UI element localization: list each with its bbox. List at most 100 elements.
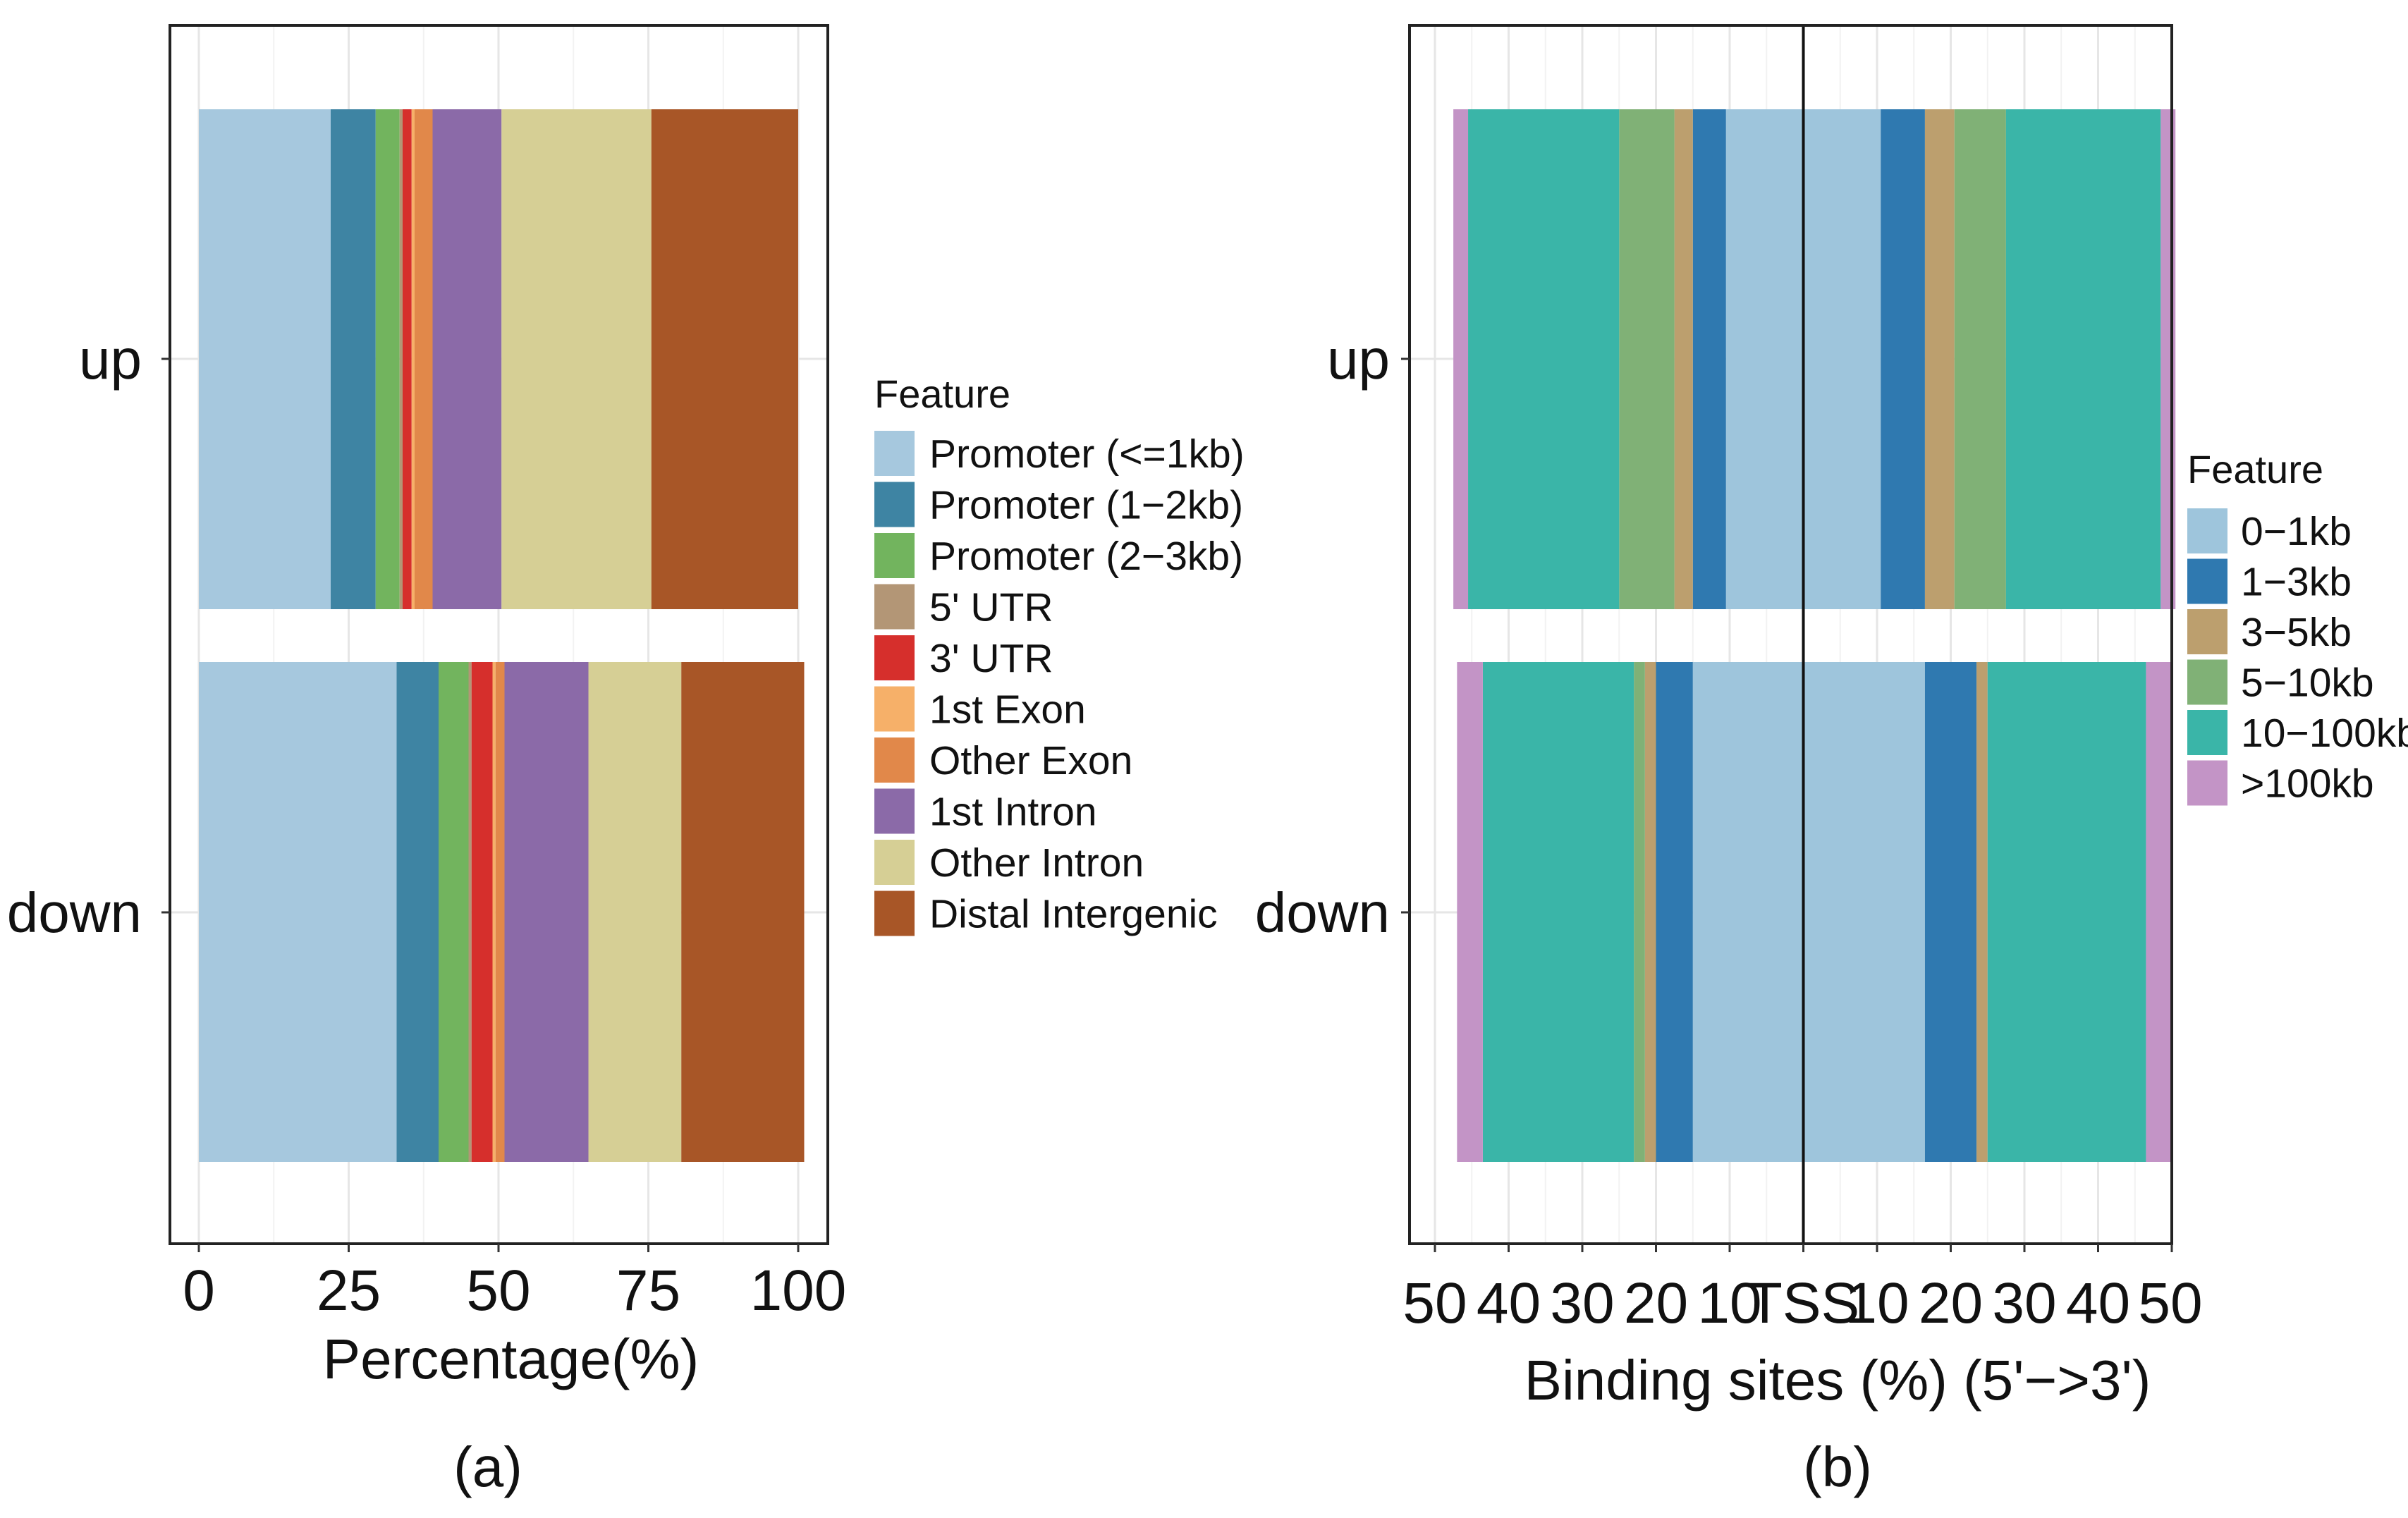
legend-key-5-utr [874,584,915,630]
bar-down-1st-exon [492,662,496,1162]
x-tick-label: 20 [1919,1271,1983,1335]
legend-key-distal-intergenic [874,890,915,936]
bar-up-upstream-0-1kb [1725,109,1804,609]
legend-label-promoter-1kb: Promoter (<=1kb) [929,431,1245,477]
legend-label-3-utr: 3' UTR [929,636,1053,681]
bar-down-promoter-1-2kb [396,662,439,1162]
x-tick-label: 30 [1550,1271,1614,1335]
bar-down-downstream-100kb [2146,662,2172,1162]
bar-up-1st-intron [432,109,502,609]
bar-up-distal-intergenic [651,109,798,609]
bar-up-other-exon [415,109,433,609]
legend-key-1st-exon [874,686,915,732]
bar-up-upstream-3-5kb [1674,109,1693,609]
legend-label-5-10kb: 5−10kb [2241,661,2374,706]
legend-key-1st-intron [874,788,915,834]
bar-down-5-utr [468,662,472,1162]
bar-down-upstream-3-5kb [1644,662,1656,1162]
legend-label-5-utr: 5' UTR [929,585,1053,630]
legend-label-distal-intergenic: Distal Intergenic [929,892,1218,937]
x-tick-label: 20 [1624,1271,1688,1335]
bar-down-3-utr [471,662,493,1162]
bar-down-upstream-10-100kb [1482,662,1634,1162]
x-tick-label: 40 [1477,1271,1541,1335]
legend-key-100kb [2187,760,2227,806]
legend-label-0-1kb: 0−1kb [2241,509,2352,554]
bar-down-upstream-100kb [1457,662,1483,1162]
y-tick-label-up: up [79,328,142,391]
legend-key-3-utr [874,635,915,680]
legend-title: Feature [874,372,1010,416]
x-tick-label: 40 [2066,1271,2130,1335]
bar-up-downstream-100kb [2161,109,2176,609]
x-tick-label: 50 [466,1259,530,1323]
bar-down-other-intron [588,662,682,1162]
legend-label-promoter-1-2kb: Promoter (1−2kb) [929,483,1243,528]
legend-key-10-100kb [2187,710,2227,755]
legend-key-1-3kb [2187,558,2227,604]
bar-up-promoter-1-2kb [331,109,376,609]
legend-key-other-intron [874,840,915,885]
bar-up-upstream-10-100kb [1468,109,1620,609]
legend-label-1st-exon: 1st Exon [929,687,1086,733]
panel-a: 0 25 50 75 100 up down Percentage(%) (a) Feature P… [7,24,1245,1498]
bar-down-downstream-1-3kb [1924,662,1977,1162]
bar-down-other-exon [495,662,505,1162]
x-tick-label: 50 [2138,1271,2202,1335]
bar-down-upstream-0-1kb [1692,662,1804,1162]
x-axis-label: Percentage(%) [323,1328,699,1390]
plot-frame [1408,24,2173,1245]
panel-label: (b) [1803,1436,1872,1498]
bar-up-upstream-5-10kb [1619,109,1675,609]
bar-down-downstream-3-5kb [1976,662,1988,1162]
legend-key-3-5kb [2187,609,2227,654]
legend-key-promoter-2-3kb [874,533,915,578]
legend-key-5-10kb [2187,659,2227,705]
bar-up-downstream-5-10kb [1954,109,2006,609]
panel-label: (a) [453,1436,522,1498]
bar-down-1st-intron [504,662,589,1162]
legend-key-promoter-1-2kb [874,482,915,527]
bar-up-1st-exon [411,109,415,609]
legend-label-1st-intron: 1st Intron [929,790,1097,835]
legend: Feature 0−1kb 1−3kb 3−5kb 5−10kb 10−100kb >100… [2187,447,2408,807]
legend: Feature Promoter (<=1kb) Promoter (1−2kb) P… [874,372,1245,937]
legend-label-10-100kb: 10−100kb [2241,711,2408,756]
x-tick-label: 10 [1697,1271,1761,1335]
x-tick-label: 0 [183,1259,215,1323]
y-tick-label-down: down [1255,881,1390,944]
bar-up-downstream-10-100kb [2005,109,2161,609]
legend-label-1-3kb: 1−3kb [2241,560,2352,605]
bar-up-downstream-1-3kb [1881,109,1925,609]
bar-down-promoter-1kb [199,662,397,1162]
bar-up-upstream-100kb [1453,109,1469,609]
x-tick-label: 100 [750,1259,847,1323]
x-tick-label: TSS [1747,1271,1859,1335]
bar-up-5-utr [399,109,403,609]
legend-key-promoter-1kb [874,431,915,476]
legend-label-promoter-2-3kb: Promoter (2−3kb) [929,534,1243,579]
bar-up-upstream-1-3kb [1692,109,1726,609]
legend-label-other-exon: Other Exon [929,738,1132,783]
y-tick-label-up: up [1327,328,1390,391]
bar-down-downstream-10-100kb [1987,662,2146,1162]
bar-up-promoter-2-3kb [375,109,400,609]
bar-up-downstream-3-5kb [1924,109,1955,609]
bar-down-downstream-0-1kb [1803,662,1925,1162]
bar-up-downstream-0-1kb [1803,109,1881,609]
bar-up-promoter-1kb [199,109,331,609]
legend-key-other-exon [874,737,915,783]
legend-label-other-intron: Other Intron [929,840,1144,886]
x-tick-label: 10 [1845,1271,1909,1335]
bar-up-3-utr [403,109,412,609]
bar-up-other-intron [501,109,652,609]
bar-down-upstream-1-3kb [1656,662,1693,1162]
bar-down-distal-intergenic [681,662,805,1162]
x-tick-label: 25 [317,1259,381,1323]
legend-label-100kb: >100kb [2241,761,2374,807]
legend-label-3-5kb: 3−5kb [2241,610,2352,655]
bar-down-upstream-5-10kb [1634,662,1645,1162]
y-tick-label-down: down [7,881,142,944]
